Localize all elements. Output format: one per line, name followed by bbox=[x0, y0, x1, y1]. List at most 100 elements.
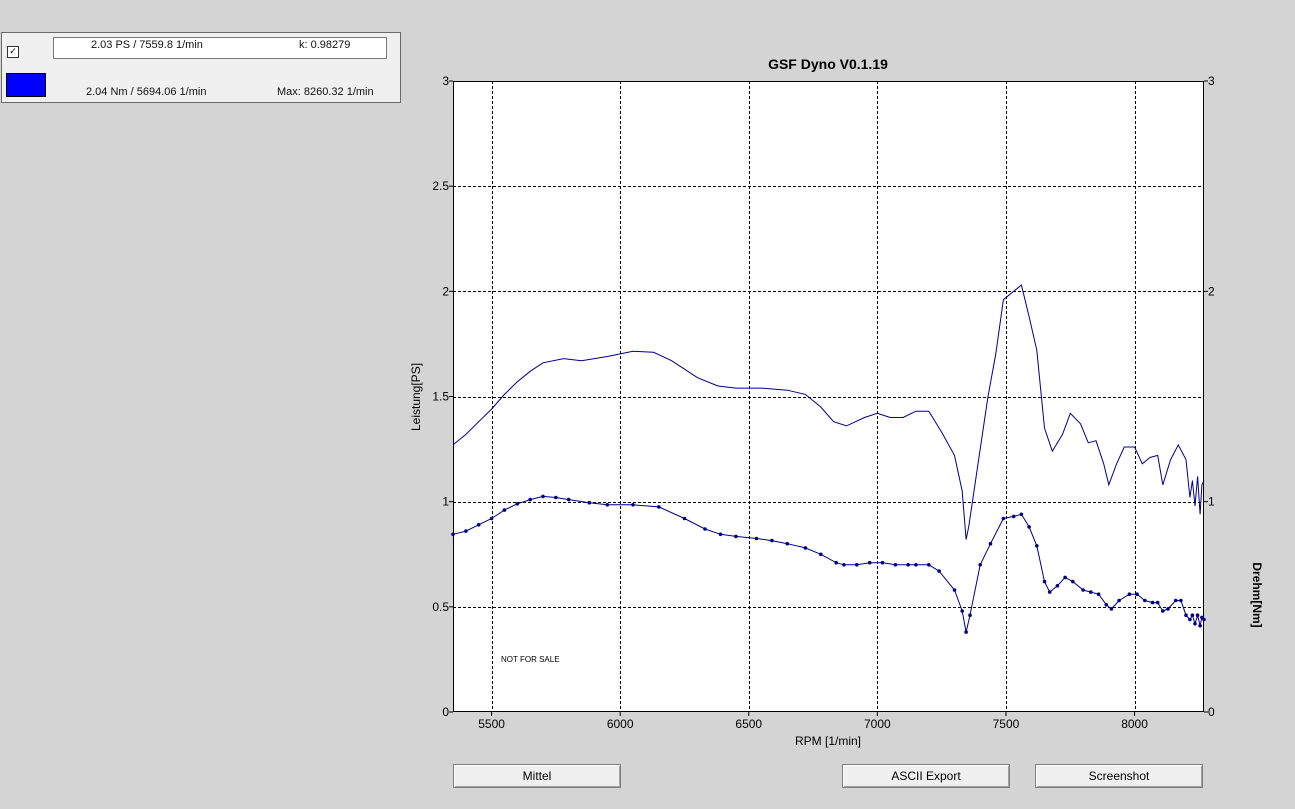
torque-point bbox=[927, 563, 931, 567]
torque-point bbox=[1179, 598, 1183, 603]
torque-point bbox=[605, 503, 610, 507]
torque-point bbox=[834, 560, 838, 565]
torque-point bbox=[554, 495, 558, 500]
torque-point bbox=[964, 630, 968, 634]
plot-area bbox=[453, 81, 1204, 712]
y-tick-label: 3 bbox=[442, 74, 449, 88]
torque-point bbox=[770, 538, 774, 543]
torque-point bbox=[1027, 525, 1031, 529]
torque-point bbox=[1150, 600, 1155, 605]
watermark-text: NOT FOR SALE bbox=[501, 655, 560, 664]
torque-point bbox=[1042, 579, 1047, 584]
torque-point bbox=[819, 552, 823, 557]
screenshot-button[interactable]: Screenshot bbox=[1035, 764, 1203, 788]
torque-point bbox=[1104, 602, 1109, 607]
torque-point bbox=[1035, 544, 1039, 548]
y2-tick-label: 3 bbox=[1208, 74, 1215, 88]
torque-point bbox=[988, 541, 993, 546]
y2-tick-label: 2 bbox=[1208, 284, 1215, 298]
torque-point bbox=[968, 613, 972, 617]
torque-point bbox=[1190, 613, 1195, 617]
y-tick-label: 1 bbox=[442, 495, 449, 509]
torque-point bbox=[1047, 590, 1052, 594]
torque-point bbox=[937, 569, 941, 573]
torque-point bbox=[1011, 514, 1016, 519]
y-tick-label: 2.5 bbox=[432, 179, 449, 193]
y-tick-label: 1.5 bbox=[432, 390, 449, 404]
torque-point bbox=[960, 609, 964, 613]
torque-point bbox=[1117, 598, 1121, 603]
torque-point bbox=[1135, 592, 1139, 596]
torque-point bbox=[489, 516, 494, 521]
max-rpm-text: Max: 8260.32 1/min bbox=[277, 86, 374, 98]
torque-point bbox=[1089, 590, 1093, 594]
torque-point bbox=[880, 560, 885, 565]
torque-point bbox=[1166, 607, 1170, 611]
torque-point bbox=[906, 563, 910, 567]
x-tick-label: 8000 bbox=[1121, 717, 1148, 731]
y2-tick-label: 1 bbox=[1208, 495, 1215, 509]
run-color-swatch[interactable] bbox=[6, 73, 46, 97]
correction-factor-text: k: 0.98279 bbox=[299, 39, 351, 51]
torque-point bbox=[1127, 592, 1132, 596]
torque-point bbox=[1063, 575, 1067, 580]
torque-point bbox=[1071, 579, 1075, 584]
torque-point bbox=[631, 503, 635, 507]
torque-point bbox=[952, 588, 957, 592]
plot-frame bbox=[453, 81, 1204, 712]
torque-point bbox=[1184, 613, 1188, 617]
torque-point bbox=[1081, 588, 1085, 592]
torque-point bbox=[541, 494, 545, 499]
torque-point bbox=[1155, 600, 1160, 605]
torque-point bbox=[718, 532, 723, 537]
y2-axis-label: Drehm[Nm] bbox=[1250, 562, 1264, 627]
torque-point bbox=[515, 502, 520, 506]
torque-point bbox=[451, 532, 455, 537]
torque-point bbox=[734, 534, 738, 539]
torque-point bbox=[528, 497, 532, 502]
power-peak-text: 2.03 PS / 7559.8 1/min bbox=[91, 39, 203, 51]
torque-point bbox=[867, 560, 872, 565]
y-tick-label: 0.5 bbox=[432, 600, 449, 614]
y-tick-label: 2 bbox=[442, 284, 449, 298]
run-name-input[interactable] bbox=[53, 37, 387, 59]
torque-point bbox=[703, 527, 707, 531]
show-run-checkbox[interactable]: ✓ bbox=[7, 46, 19, 58]
legend-panel: ✓ 2.03 PS / 7559.8 1/min 2.04 Nm / 5694.… bbox=[1, 32, 401, 103]
torque-point bbox=[464, 529, 468, 533]
torque-point bbox=[914, 563, 918, 567]
torque-point bbox=[754, 536, 759, 541]
x-tick-label: 7500 bbox=[993, 717, 1020, 731]
torque-point bbox=[1195, 613, 1200, 617]
torque-point bbox=[502, 508, 507, 512]
torque-point bbox=[978, 563, 982, 567]
torque-point bbox=[1198, 624, 1202, 628]
x-tick-label: 6000 bbox=[607, 717, 634, 731]
torque-point bbox=[657, 505, 661, 509]
torque-point bbox=[803, 546, 808, 550]
torque-peak-text: 2.04 Nm / 5694.06 1/min bbox=[86, 86, 207, 98]
x-tick-label: 6500 bbox=[735, 717, 762, 731]
x-axis-label: RPM [1/min] bbox=[795, 734, 861, 748]
torque-point bbox=[1109, 607, 1114, 611]
power-curve bbox=[452, 284, 1205, 540]
y-axis-label: Leistung[PS] bbox=[409, 363, 423, 431]
torque-point bbox=[476, 523, 481, 527]
torque-point bbox=[893, 563, 898, 567]
torque-point bbox=[785, 541, 790, 546]
y2-tick-label: 0 bbox=[1208, 705, 1215, 719]
torque-point bbox=[842, 563, 846, 567]
torque-point bbox=[1019, 512, 1024, 517]
torque-point bbox=[1143, 598, 1147, 603]
x-tick-label: 5500 bbox=[478, 717, 505, 731]
torque-point bbox=[1001, 516, 1006, 521]
mittel-button[interactable]: Mittel bbox=[453, 764, 621, 788]
torque-point bbox=[682, 516, 687, 521]
ascii-export-button[interactable]: ASCII Export bbox=[842, 764, 1010, 788]
x-tick-label: 7000 bbox=[864, 717, 891, 731]
torque-point bbox=[1055, 584, 1060, 588]
torque-point bbox=[1193, 621, 1197, 626]
chart-title: GSF Dyno V0.1.19 bbox=[768, 56, 888, 72]
y-tick-label: 0 bbox=[442, 705, 449, 719]
